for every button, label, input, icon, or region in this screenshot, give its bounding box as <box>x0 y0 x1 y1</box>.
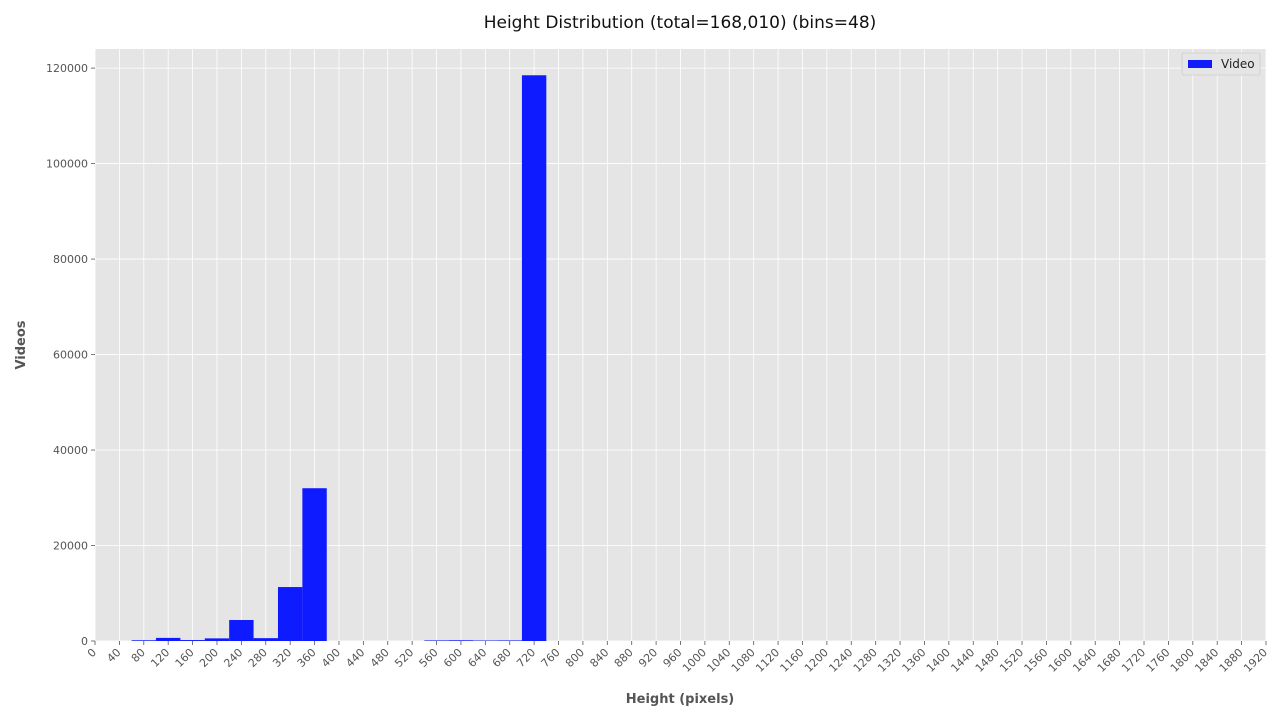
x-tick-label: 1440 <box>948 646 977 675</box>
legend-box <box>1181 52 1261 76</box>
bars <box>131 75 547 642</box>
histogram-bar <box>521 75 547 642</box>
x-tick-label: 920 <box>636 646 660 670</box>
x-tick-label: 1040 <box>704 646 733 675</box>
x-tick-label: 360 <box>295 646 319 670</box>
histogram-bar <box>204 638 230 641</box>
x-tick-label: 880 <box>612 646 636 670</box>
grid-lines <box>94 49 1267 642</box>
x-tick-label: 1560 <box>1022 646 1051 675</box>
histogram-bar <box>277 587 303 641</box>
x-tick-label: 40 <box>104 646 123 665</box>
x-tick-label: 1240 <box>826 646 855 675</box>
x-tick-label: 1800 <box>1168 646 1197 675</box>
y-tick-label: 0 <box>81 635 88 648</box>
x-tick-label: 1720 <box>1119 646 1148 675</box>
x-tick-label: 1880 <box>1217 646 1246 675</box>
x-tick-label: 1920 <box>1241 646 1270 675</box>
x-tick-label: 1760 <box>1144 646 1173 675</box>
chart-title: Height Distribution (total=168,010) (bin… <box>484 13 877 33</box>
x-tick-label: 840 <box>587 646 611 670</box>
histogram-bar <box>131 640 156 641</box>
y-tick-label: 60000 <box>53 349 88 362</box>
x-tick-label: 680 <box>490 646 514 670</box>
x-tick-label: 760 <box>539 646 563 670</box>
x-tick-label: 1640 <box>1070 646 1099 675</box>
x-tick-label: 1200 <box>802 646 831 675</box>
x-tick-label: 800 <box>563 646 587 670</box>
histogram-bar <box>155 637 181 641</box>
y-tick-label: 100000 <box>46 158 88 171</box>
legend-label: Video <box>1221 57 1255 71</box>
x-tick-label: 520 <box>392 646 416 670</box>
x-tick-label: 400 <box>319 646 343 670</box>
histogram-bar <box>302 488 327 641</box>
histogram-bar <box>448 640 474 641</box>
x-tick-label: 600 <box>441 646 465 670</box>
y-tick-label: 80000 <box>53 253 88 266</box>
histogram-bar <box>253 638 278 641</box>
x-tick-label: 480 <box>368 646 392 670</box>
legend: Video <box>1181 52 1261 76</box>
legend-swatch <box>1188 60 1212 68</box>
histogram-bar <box>229 619 254 641</box>
x-tick-label: 640 <box>465 646 489 670</box>
y-axis-ticks: 0 20000 40000 60000 80000 100000 120000 <box>46 62 95 648</box>
x-tick-label: 440 <box>343 646 367 670</box>
x-tick-label: 1680 <box>1095 646 1124 675</box>
x-tick-label: 320 <box>270 646 294 670</box>
x-tick-label: 1120 <box>753 646 782 675</box>
x-tick-label: 0 <box>85 646 99 660</box>
x-tick-label: 160 <box>173 646 197 670</box>
x-tick-label: 1400 <box>924 646 953 675</box>
x-tick-label: 1520 <box>997 646 1026 675</box>
x-tick-label: 1840 <box>1192 646 1221 675</box>
x-tick-label: 1360 <box>900 646 929 675</box>
y-axis-label: Videos <box>14 320 29 369</box>
x-tick-label: 1160 <box>778 646 807 675</box>
x-axis-label: Height (pixels) <box>626 692 735 707</box>
y-tick-label: 40000 <box>53 444 88 457</box>
x-tick-label: 1480 <box>973 646 1002 675</box>
histogram-bar <box>497 640 522 641</box>
x-tick-label: 200 <box>197 646 221 670</box>
x-tick-label: 1600 <box>1046 646 1075 675</box>
histogram-bar <box>180 640 205 641</box>
x-tick-label: 1320 <box>875 646 904 675</box>
x-tick-label: 120 <box>148 646 172 670</box>
x-tick-label: 1080 <box>729 646 758 675</box>
x-tick-label: 80 <box>129 646 148 665</box>
x-tick-label: 280 <box>246 646 270 670</box>
x-tick-label: 1280 <box>851 646 880 675</box>
x-axis-ticks: 0 40 80 120 160 200 240 280 320 360 400 440 480 520 56… <box>85 641 1270 675</box>
histogram-bar <box>424 640 449 641</box>
y-tick-label: 120000 <box>46 62 88 75</box>
x-tick-label: 560 <box>417 646 441 670</box>
x-tick-label: 240 <box>221 646 245 670</box>
y-tick-label: 20000 <box>53 540 88 553</box>
x-tick-label: 1000 <box>680 646 709 675</box>
x-tick-label: 720 <box>514 646 538 670</box>
